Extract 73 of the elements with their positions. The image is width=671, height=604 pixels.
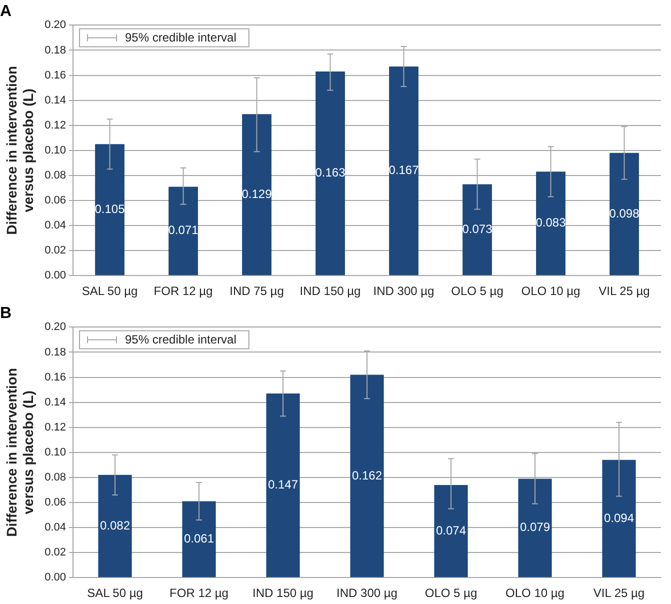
bar <box>602 460 636 578</box>
bar <box>434 484 468 578</box>
data-label: 0.074 <box>436 523 466 538</box>
bar <box>242 114 272 276</box>
annotation: 95% credible interval <box>125 332 236 347</box>
x-tick-label: OLO 10 µg <box>521 284 580 298</box>
data-label: 0.163 <box>315 166 346 180</box>
x-tick-label: FOR 12 µg <box>154 284 213 298</box>
y-tick-label: 0.04 <box>44 220 66 232</box>
y-tick-label: 0.14 <box>44 94 66 106</box>
x-tick-label: FOR 12 µg <box>170 586 228 600</box>
x-tick-label: OLO 5 µg <box>451 284 504 298</box>
y-tick-label: 0.16 <box>44 371 66 384</box>
data-label: 0.082 <box>100 518 130 532</box>
chart-title: A <box>0 3 12 20</box>
y-axis-title: Difference in intervention versus placebo (L) <box>3 368 36 537</box>
bar <box>168 186 198 276</box>
y-tick-label: 0.10 <box>44 446 66 458</box>
bar <box>98 474 132 578</box>
y-tick-label: 0.00 <box>44 572 66 584</box>
x-tick-label: IND 300 µg <box>373 284 434 298</box>
data-label: 0.061 <box>184 531 214 546</box>
x-tick-label: IND 150 µg <box>252 586 314 600</box>
y-tick-label: 0.08 <box>44 169 66 182</box>
data-label: 0.129 <box>242 186 272 201</box>
y-tick-label: 0.18 <box>44 346 66 358</box>
y-tick-label: 0.02 <box>44 244 66 257</box>
y-tick-label: 0.06 <box>44 496 66 509</box>
y-tick-label: 0.08 <box>44 471 66 484</box>
y-tick-label: 0.00 <box>44 270 66 282</box>
y-tick-label: 0.12 <box>44 421 66 434</box>
bar <box>182 501 216 578</box>
x-tick-label: SAL 50 µg <box>87 586 143 600</box>
bar <box>350 374 384 578</box>
data-label: 0.147 <box>268 478 298 492</box>
bar <box>389 66 418 276</box>
x-tick-label: SAL 50 µg <box>82 284 138 298</box>
bar <box>316 72 345 276</box>
x-tick-label: OLO 5 µg <box>424 586 478 600</box>
data-label: 0.167 <box>388 163 420 178</box>
y-tick-label: 0.14 <box>44 396 66 408</box>
bar <box>518 478 552 578</box>
data-label: 0.073 <box>462 222 493 236</box>
data-label: 0.094 <box>604 510 634 525</box>
data-label: 0.162 <box>352 468 382 482</box>
annotation: 95% credible interval <box>125 30 236 45</box>
y-tick-label: 0.20 <box>44 19 66 32</box>
x-tick-label: VIL 25 µg <box>598 284 650 298</box>
x-tick-label: IND 75 µg <box>230 284 284 298</box>
data-label: 0.083 <box>536 216 566 230</box>
bar <box>610 152 639 276</box>
data-label: 0.071 <box>168 223 199 238</box>
y-tick-label: 0.10 <box>44 144 66 156</box>
y-tick-label: 0.12 <box>44 119 66 132</box>
bar <box>462 184 492 276</box>
y-tick-label: 0.16 <box>44 69 66 82</box>
data-label: 0.098 <box>609 206 640 220</box>
y-tick-label: 0.20 <box>44 321 66 334</box>
x-tick-label: IND 150 µg <box>300 284 361 298</box>
y-tick-label: 0.18 <box>44 44 66 56</box>
x-tick-label: IND 300 µg <box>336 586 398 600</box>
x-tick-label: VIL 25 µg <box>593 586 645 600</box>
bar <box>266 394 300 578</box>
y-tick-label: 0.04 <box>44 522 66 534</box>
y-tick-label: 0.06 <box>44 194 66 207</box>
chart-title: B <box>0 305 12 322</box>
data-label: 0.105 <box>94 202 126 216</box>
y-axis-title: Difference in intervention versus placebo (L) <box>3 66 36 235</box>
bar <box>536 172 566 276</box>
bar <box>95 144 124 276</box>
x-tick-label: OLO 10 µg <box>506 586 564 600</box>
data-label: 0.079 <box>520 520 550 534</box>
y-tick-label: 0.02 <box>44 546 66 559</box>
